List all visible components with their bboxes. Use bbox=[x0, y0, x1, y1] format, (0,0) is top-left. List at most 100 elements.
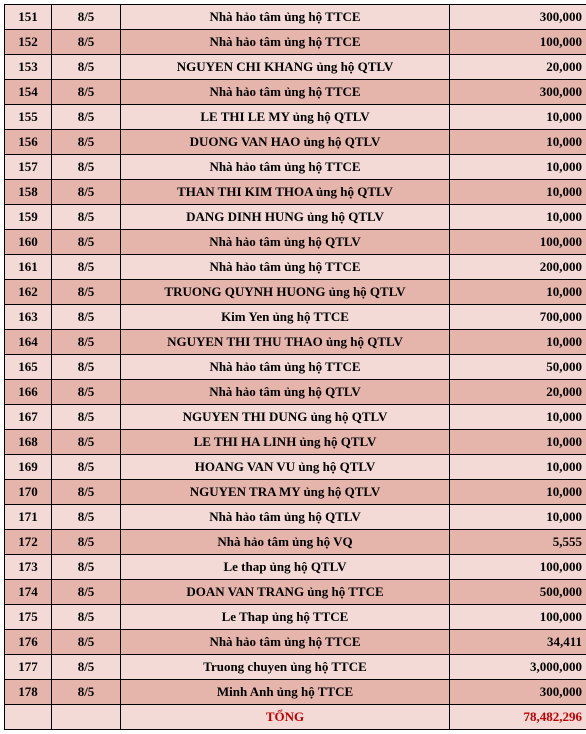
cell-amount: 20,000 bbox=[450, 380, 586, 405]
cell-date: 8/5 bbox=[52, 130, 121, 155]
cell-amount: 10,000 bbox=[450, 505, 586, 530]
cell-amount: 10,000 bbox=[450, 280, 586, 305]
cell-index: 160 bbox=[5, 230, 52, 255]
cell-amount: 200,000 bbox=[450, 255, 586, 280]
cell-date: 8/5 bbox=[52, 105, 121, 130]
table-row: 1768/5Nhà hảo tâm ủng hộ TTCE34,411 bbox=[5, 630, 586, 655]
table-row: 1518/5Nhà hảo tâm ủng hộ TTCE300,000 bbox=[5, 5, 586, 30]
cell-description: Le thap ủng hộ QTLV bbox=[121, 555, 450, 580]
table-row: 1688/5LE THI HA LINH ủng hộ QTLV10,000 bbox=[5, 430, 586, 455]
cell-index: 155 bbox=[5, 105, 52, 130]
cell-description: NGUYEN CHI KHANG ủng hộ QTLV bbox=[121, 55, 450, 80]
table-row: 1648/5NGUYEN THI THU THAO ủng hộ QTLV10,… bbox=[5, 330, 586, 355]
cell-index: 176 bbox=[5, 630, 52, 655]
cell-index: 178 bbox=[5, 680, 52, 705]
cell-amount: 10,000 bbox=[450, 455, 586, 480]
cell-amount: 10,000 bbox=[450, 105, 586, 130]
cell-description: Nhà hảo tâm ủng hộ QTLV bbox=[121, 505, 450, 530]
cell-date: 8/5 bbox=[52, 255, 121, 280]
cell-empty bbox=[52, 705, 121, 730]
cell-date: 8/5 bbox=[52, 430, 121, 455]
cell-description: LE THI LE MY ủng hộ QTLV bbox=[121, 105, 450, 130]
cell-description: Nhà hảo tâm ủng hộ VQ bbox=[121, 530, 450, 555]
cell-description: THAN THI KIM THOA ủng hộ QTLV bbox=[121, 180, 450, 205]
cell-index: 152 bbox=[5, 30, 52, 55]
cell-description: HOANG VAN VU ủng hộ QTLV bbox=[121, 455, 450, 480]
cell-description: Nhà hảo tâm ủng hộ TTCE bbox=[121, 5, 450, 30]
table-row: 1718/5Nhà hảo tâm ủng hộ QTLV10,000 bbox=[5, 505, 586, 530]
cell-date: 8/5 bbox=[52, 355, 121, 380]
cell-date: 8/5 bbox=[52, 205, 121, 230]
cell-date: 8/5 bbox=[52, 180, 121, 205]
table-row: 1528/5Nhà hảo tâm ủng hộ TTCE100,000 bbox=[5, 30, 586, 55]
cell-index: 161 bbox=[5, 255, 52, 280]
cell-index: 162 bbox=[5, 280, 52, 305]
table-row: 1568/5DUONG VAN HAO ủng hộ QTLV10,000 bbox=[5, 130, 586, 155]
cell-date: 8/5 bbox=[52, 80, 121, 105]
cell-amount: 300,000 bbox=[450, 80, 586, 105]
table-row: 1748/5DOAN VAN TRANG ủng hộ TTCE500,000 bbox=[5, 580, 586, 605]
table-total-row: TỔNG78,482,296 bbox=[5, 705, 586, 730]
cell-date: 8/5 bbox=[52, 280, 121, 305]
cell-index: 158 bbox=[5, 180, 52, 205]
cell-amount: 700,000 bbox=[450, 305, 586, 330]
cell-index: 151 bbox=[5, 5, 52, 30]
table-row: 1618/5Nhà hảo tâm ủng hộ TTCE200,000 bbox=[5, 255, 586, 280]
cell-index: 173 bbox=[5, 555, 52, 580]
cell-date: 8/5 bbox=[52, 455, 121, 480]
cell-amount: 34,411 bbox=[450, 630, 586, 655]
cell-index: 169 bbox=[5, 455, 52, 480]
cell-index: 153 bbox=[5, 55, 52, 80]
cell-amount: 300,000 bbox=[450, 5, 586, 30]
cell-description: NGUYEN THI DUNG ủng hộ QTLV bbox=[121, 405, 450, 430]
cell-index: 168 bbox=[5, 430, 52, 455]
table-row: 1598/5DANG DINH HUNG ủng hộ QTLV10,000 bbox=[5, 205, 586, 230]
cell-amount: 5,555 bbox=[450, 530, 586, 555]
cell-amount: 10,000 bbox=[450, 405, 586, 430]
table-row: 1738/5Le thap ủng hộ QTLV100,000 bbox=[5, 555, 586, 580]
cell-date: 8/5 bbox=[52, 680, 121, 705]
cell-description: NGUYEN THI THU THAO ủng hộ QTLV bbox=[121, 330, 450, 355]
cell-index: 166 bbox=[5, 380, 52, 405]
table-row: 1678/5NGUYEN THI DUNG ủng hộ QTLV10,000 bbox=[5, 405, 586, 430]
cell-index: 170 bbox=[5, 480, 52, 505]
cell-index: 172 bbox=[5, 530, 52, 555]
table-row: 1668/5Nhà hảo tâm ủng hộ QTLV20,000 bbox=[5, 380, 586, 405]
cell-index: 171 bbox=[5, 505, 52, 530]
cell-index: 154 bbox=[5, 80, 52, 105]
cell-amount: 10,000 bbox=[450, 155, 586, 180]
cell-amount: 10,000 bbox=[450, 430, 586, 455]
cell-amount: 3,000,000 bbox=[450, 655, 586, 680]
cell-description: Nhà hảo tâm ủng hộ QTLV bbox=[121, 380, 450, 405]
table-row: 1788/5Minh Anh ủng hộ TTCE300,000 bbox=[5, 680, 586, 705]
cell-description: Minh Anh ủng hộ TTCE bbox=[121, 680, 450, 705]
donation-table: 1518/5Nhà hảo tâm ủng hộ TTCE300,0001528… bbox=[4, 4, 586, 730]
cell-index: 164 bbox=[5, 330, 52, 355]
cell-date: 8/5 bbox=[52, 580, 121, 605]
cell-description: Nhà hảo tâm ủng hộ TTCE bbox=[121, 355, 450, 380]
cell-description: LE THI HA LINH ủng hộ QTLV bbox=[121, 430, 450, 455]
cell-amount: 100,000 bbox=[450, 605, 586, 630]
cell-amount: 10,000 bbox=[450, 130, 586, 155]
cell-date: 8/5 bbox=[52, 655, 121, 680]
cell-description: TRUONG QUYNH HUONG ủng hộ QTLV bbox=[121, 280, 450, 305]
cell-description: Nhà hảo tâm ủng hộ TTCE bbox=[121, 30, 450, 55]
cell-amount: 10,000 bbox=[450, 180, 586, 205]
cell-date: 8/5 bbox=[52, 530, 121, 555]
cell-description: Nhà hảo tâm ủng hộ TTCE bbox=[121, 255, 450, 280]
cell-date: 8/5 bbox=[52, 30, 121, 55]
cell-date: 8/5 bbox=[52, 230, 121, 255]
cell-index: 167 bbox=[5, 405, 52, 430]
cell-index: 163 bbox=[5, 305, 52, 330]
cell-description: Nhà hảo tâm ủng hộ QTLV bbox=[121, 230, 450, 255]
cell-date: 8/5 bbox=[52, 380, 121, 405]
cell-date: 8/5 bbox=[52, 630, 121, 655]
cell-description: NGUYEN TRA MY ủng hộ QTLV bbox=[121, 480, 450, 505]
cell-description: Kim Yen ủng hộ TTCE bbox=[121, 305, 450, 330]
table-row: 1608/5Nhà hảo tâm ủng hộ QTLV100,000 bbox=[5, 230, 586, 255]
cell-amount: 10,000 bbox=[450, 480, 586, 505]
cell-amount: 300,000 bbox=[450, 680, 586, 705]
table-row: 1558/5LE THI LE MY ủng hộ QTLV10,000 bbox=[5, 105, 586, 130]
cell-amount: 100,000 bbox=[450, 230, 586, 255]
cell-description: Truong chuyen ủng hộ TTCE bbox=[121, 655, 450, 680]
